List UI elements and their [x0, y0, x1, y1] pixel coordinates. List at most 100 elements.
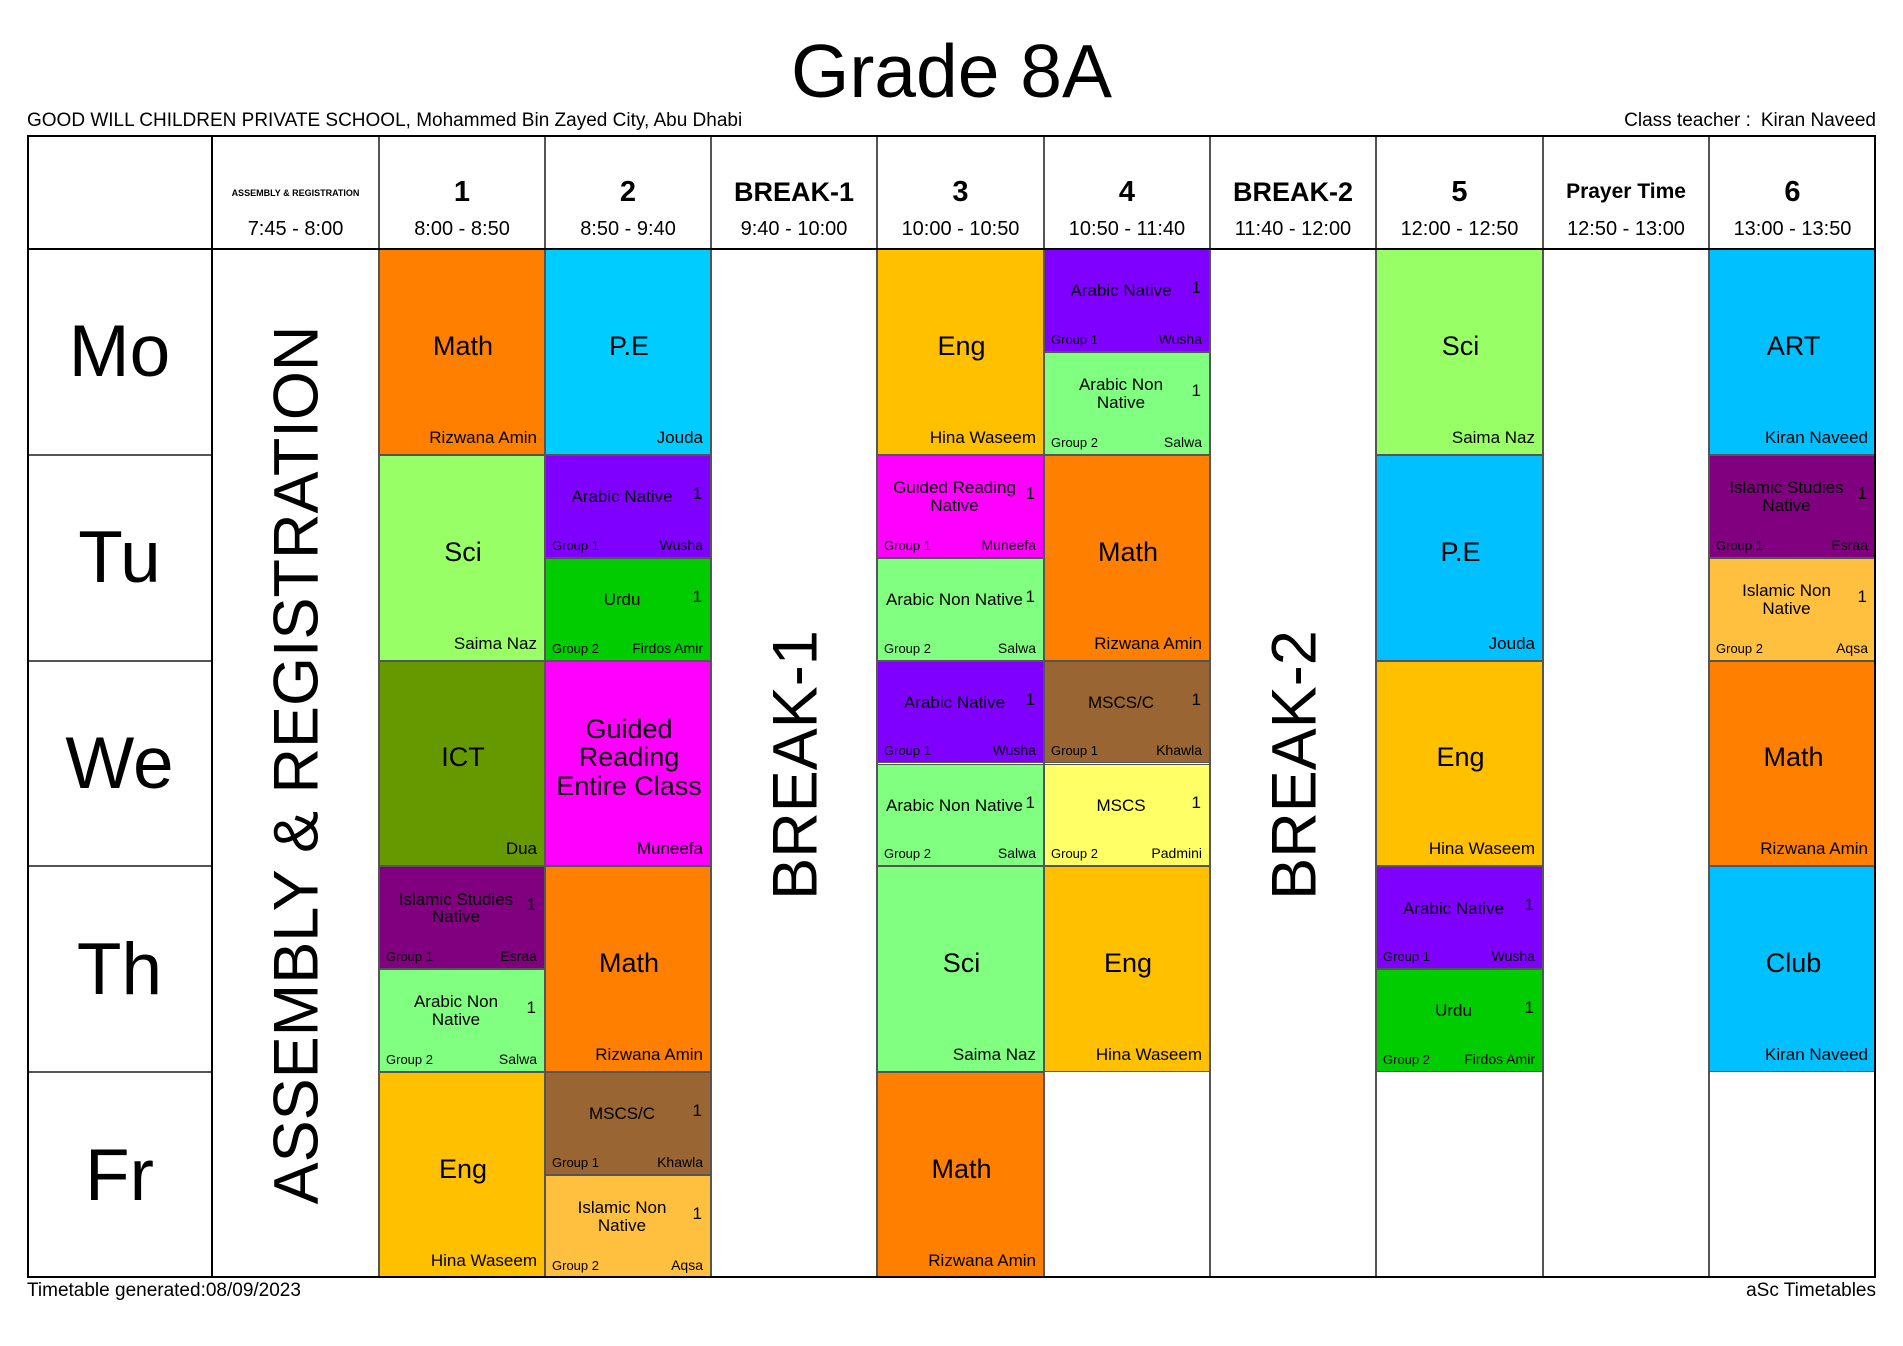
brand: aSc Timetables — [1746, 1280, 1876, 1301]
lesson-count: 1 — [1524, 895, 1534, 915]
lesson-teacher: Firdos Amir — [632, 639, 703, 656]
lesson-group: Group 1 — [386, 949, 433, 965]
period-name: 5 — [1451, 175, 1468, 208]
period-time: 13:00 - 13:50 — [1733, 218, 1852, 240]
period-time: 10:50 - 11:40 — [1068, 218, 1186, 240]
lesson-cell: Islamic Studies Native 1 Group 1 Esraa — [1709, 454, 1876, 558]
lesson-teacher: Rizwana Amin — [928, 1250, 1036, 1270]
header-cell: 6 13:00 - 13:50 — [1709, 135, 1876, 249]
lesson-subject: Urdu — [1435, 1001, 1472, 1021]
lesson-subject: Sci — [1441, 330, 1480, 361]
header-cell: 1 8:00 - 8:50 — [379, 135, 545, 249]
lesson-group: Group 2 — [1051, 434, 1098, 450]
lesson-subject: Islamic Studies Native — [1729, 477, 1844, 515]
lesson-cell: Arabic Native 1 Group 1 Wusha — [1044, 249, 1210, 352]
lesson-cell: Sci Saima Naz — [1376, 249, 1543, 455]
lesson-cell: Arabic Non Native 1 Group 2 Salwa — [1044, 351, 1210, 455]
day-cell: Fr — [27, 1072, 212, 1278]
lesson-subject: Arabic Native — [571, 486, 673, 506]
lesson-count: 1 — [1025, 483, 1035, 503]
lesson-subject: Guided Reading Native — [893, 477, 1016, 515]
lesson-cell: Eng Hina Waseem — [1044, 866, 1210, 1073]
period-name: 3 — [952, 175, 969, 208]
day-name: We — [65, 722, 174, 804]
lesson-teacher: Salwa — [997, 639, 1036, 656]
lesson-teacher: Saima Naz — [952, 1045, 1036, 1065]
lesson-teacher: Hina Waseem — [430, 1250, 537, 1270]
class-teacher-name: Kiran Naveed — [1760, 110, 1876, 131]
lesson-teacher: Kiran Naveed — [1764, 1045, 1868, 1065]
period-name: BREAK-2 — [1232, 176, 1353, 207]
period-name: 6 — [1784, 175, 1801, 208]
day-column-separator — [211, 135, 213, 1278]
lesson-count: 1 — [526, 998, 536, 1018]
lesson-subject: P.E — [1440, 536, 1481, 567]
lesson-teacher: Rizwana Amin — [595, 1045, 703, 1065]
lesson-subject: Math — [1763, 742, 1824, 773]
lesson-teacher: Dua — [505, 839, 537, 859]
lesson-teacher: Saima Naz — [1451, 427, 1535, 447]
lesson-teacher: Khawla — [657, 1154, 703, 1171]
lesson-teacher: Wusha — [1491, 948, 1535, 965]
header-separator — [27, 248, 1876, 250]
lesson-cell: Eng Hina Waseem — [877, 249, 1044, 455]
lesson-count: 1 — [1191, 380, 1201, 400]
lesson-cell: Guided Reading Entire Class Muneefa — [545, 660, 711, 867]
lesson-subject: Eng — [438, 1153, 488, 1184]
lesson-cell: Urdu 1 Group 2 Firdos Amir — [545, 557, 711, 661]
column-body: BREAK-1 — [711, 249, 877, 1278]
lesson-subject: Club — [1765, 948, 1822, 979]
lesson-teacher: Muneefa — [636, 839, 703, 859]
lesson-subject: Eng — [937, 330, 986, 361]
lesson-subject: Math — [432, 330, 494, 361]
lesson-subject: Arabic Non Native — [1078, 375, 1164, 412]
lesson-teacher: Muneefa — [981, 536, 1036, 553]
lesson-subject: Urdu — [603, 589, 641, 609]
lesson-subject: Math — [931, 1153, 992, 1184]
period-name: 2 — [619, 175, 637, 208]
day-name: Fr — [85, 1134, 154, 1216]
header-cell: BREAK-1 9:40 - 10:00 — [711, 135, 877, 249]
lesson-teacher: Esraa — [1831, 536, 1868, 553]
lesson-subject: Guided Reading Entire Class — [556, 713, 702, 801]
header-cell: 3 10:00 - 10:50 — [877, 135, 1044, 249]
lesson-teacher: Salwa — [997, 845, 1036, 862]
header-cell: BREAK-2 11:40 - 12:00 — [1210, 135, 1376, 249]
lesson-count: 1 — [692, 1101, 702, 1121]
column-banner: BREAK-1 — [760, 629, 830, 900]
lesson-teacher: Salwa — [1163, 433, 1202, 450]
lesson-count: 1 — [526, 895, 536, 915]
lesson-count: 1 — [1025, 689, 1035, 709]
lesson-teacher: Firdos Amir — [1464, 1051, 1535, 1068]
lesson-group: Group 2 — [386, 1052, 433, 1068]
lesson-group: Group 1 — [1716, 537, 1763, 553]
period-name: 4 — [1118, 175, 1136, 208]
lesson-count: 1 — [1025, 792, 1035, 812]
period-time: 8:00 - 8:50 — [414, 218, 510, 240]
period-name: Prayer Time — [1566, 180, 1686, 204]
lesson-teacher: Padmini — [1151, 845, 1202, 862]
lesson-cell: Math Rizwana Amin — [1044, 454, 1210, 661]
lesson-cell: Arabic Native 1 Group 1 Wusha — [877, 660, 1044, 764]
lesson-group: Group 2 — [884, 640, 931, 656]
period-time: 11:40 - 12:00 — [1234, 218, 1352, 240]
period-time: 7:45 - 8:00 — [247, 218, 344, 240]
lesson-subject: Sci — [942, 948, 981, 979]
lesson-group: Group 2 — [1716, 640, 1763, 656]
lesson-count: 1 — [692, 1204, 702, 1224]
lesson-cell: Arabic Native 1 Group 1 Wusha — [545, 454, 711, 558]
lesson-count: 1 — [1025, 586, 1035, 606]
lesson-teacher: Aqsa — [671, 1256, 703, 1273]
class-teacher: Class teacher : Kiran Naveed — [1624, 110, 1876, 132]
lesson-subject: Arabic Native — [903, 692, 1006, 712]
lesson-cell: ART Kiran Naveed — [1709, 249, 1876, 455]
lesson-subject: Arabic Non Native — [886, 589, 1024, 609]
lesson-subject: Sci — [444, 536, 482, 567]
header-cell: 4 10:50 - 11:40 — [1044, 135, 1210, 249]
lesson-group: Group 2 — [552, 1257, 599, 1273]
day-cell: Tu — [27, 454, 212, 661]
lesson-cell: Islamic Non Native 1 Group 2 Aqsa — [1709, 557, 1876, 661]
lesson-count: 1 — [1191, 792, 1201, 812]
lesson-cell: MSCS 1 Group 2 Padmini — [1044, 763, 1210, 867]
lesson-cell: P.E Jouda — [1376, 454, 1543, 661]
